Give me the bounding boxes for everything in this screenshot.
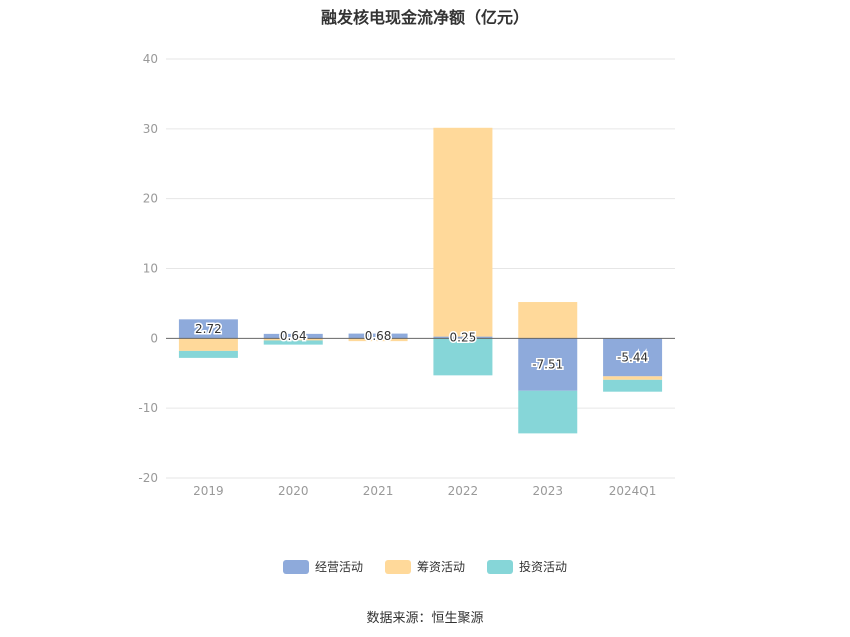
data-label: 0.64 xyxy=(280,329,307,343)
x-tick-label: 2023 xyxy=(532,484,563,498)
grid-layer xyxy=(166,58,675,479)
data-label: -5.44 xyxy=(617,350,648,364)
legend-label-investing: 投资活动 xyxy=(519,560,568,574)
y-tick-label: 0 xyxy=(150,331,158,345)
y-tick-label: 30 xyxy=(143,122,158,136)
bar-segment-financing xyxy=(348,338,408,342)
bar-segment-investing xyxy=(178,350,238,358)
legend-label-operating: 经营活动 xyxy=(314,560,363,574)
y-tick-label: 20 xyxy=(143,192,158,206)
bar-segment-operating xyxy=(518,338,578,391)
x-tick-label: 2020 xyxy=(278,484,309,498)
y-tick-label: 40 xyxy=(143,52,158,66)
bar-segment-financing xyxy=(518,302,578,339)
bar-segment-financing xyxy=(433,127,493,337)
x-tick-label: 2019 xyxy=(193,484,224,498)
bar-segment-investing xyxy=(603,379,663,392)
x-tick-label: 2021 xyxy=(363,484,394,498)
legend-swatch-financing xyxy=(384,559,411,574)
legend-item-operating[interactable]: 经营活动 xyxy=(282,558,363,575)
bar-segment-financing xyxy=(603,376,663,380)
data-label: 0.68 xyxy=(365,329,392,343)
legend-swatch-operating xyxy=(282,559,309,574)
legend-swatch-investing xyxy=(487,559,513,574)
data-label: 0.25 xyxy=(450,330,477,344)
axis-label-layer: 40 30 20 10 0 -10 -20 2019 2020 2021 2022 2023 2024Q… xyxy=(138,52,656,498)
x-tick-label: 2024Q1 xyxy=(609,484,657,498)
y-tick-label: -20 xyxy=(138,471,158,485)
bar-segment-investing xyxy=(433,338,493,376)
y-tick-label: 10 xyxy=(143,262,158,276)
source-note: 数据来源：恒生聚源 xyxy=(366,611,484,626)
bar-segment-operating xyxy=(603,338,663,377)
bar-segment-financing xyxy=(263,338,323,341)
legend-label-financing: 筹资活动 xyxy=(416,560,465,574)
bar-segment-operating xyxy=(263,333,323,339)
bar-segment-operating xyxy=(433,336,493,339)
data-label: -7.51 xyxy=(532,358,563,372)
bar-layer xyxy=(178,127,663,434)
legend-item-financing[interactable]: 筹资活动 xyxy=(384,558,465,575)
legend: 经营活动 筹资活动 投资活动 xyxy=(0,558,850,575)
bar-segment-financing xyxy=(178,338,238,351)
legend-item-investing[interactable]: 投资活动 xyxy=(487,558,567,575)
label-layer: 2.72 0.64 0.68 0.25 -7.51 -5.44 xyxy=(194,320,650,373)
chart-title: 融发核电现金流净额（亿元） xyxy=(320,8,529,27)
bar-segment-investing xyxy=(518,390,578,434)
data-label: 2.72 xyxy=(195,322,222,336)
bar-segment-investing xyxy=(263,340,323,345)
y-tick-label: -10 xyxy=(138,401,158,415)
bar-segment-operating xyxy=(348,333,408,339)
x-tick-label: 2022 xyxy=(448,484,479,498)
bar-segment-operating xyxy=(178,319,238,339)
